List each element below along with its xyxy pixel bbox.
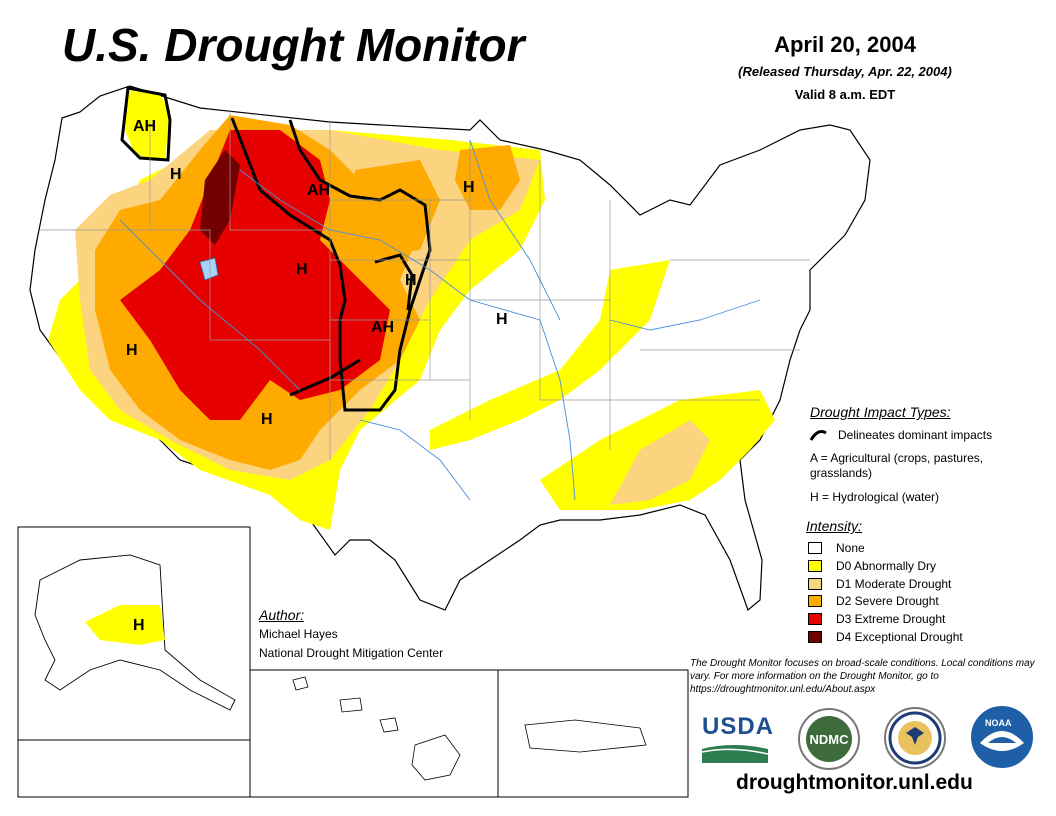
disclaimer-text: The Drought Monitor focuses on broad-sca… (690, 658, 1035, 695)
label-h-ia: H (496, 311, 508, 328)
usda-logo[interactable]: USDA (701, 713, 775, 763)
commerce-seal-logo[interactable] (884, 707, 946, 769)
map-date: April 20, 2004 (774, 32, 916, 57)
intensity-label: D3 Extreme Drought (836, 612, 946, 626)
swatch-d3 (808, 613, 822, 625)
label-h-ak: H (133, 617, 145, 634)
intensity-row-d1: D1 Moderate Drought (808, 576, 951, 592)
d3-core (120, 130, 390, 420)
label-h-az: H (261, 411, 273, 428)
label-h-nv: H (126, 342, 138, 359)
d2-north (350, 160, 440, 255)
noaa-logo[interactable]: NOAA (971, 706, 1033, 768)
intensity-row-d0: D0 Abnormally Dry (808, 558, 936, 574)
author-name: Michael Hayes (259, 627, 338, 641)
usda-text: USDA (702, 713, 775, 740)
map-title: U.S. Drought Monitor (62, 19, 525, 71)
label-h-idaho: H (170, 166, 182, 183)
intensity-header: Intensity: (806, 518, 863, 534)
intensity-row-d3: D3 Extreme Drought (808, 611, 945, 627)
label-h-wy: H (296, 261, 308, 278)
impact-line-label: Delineates dominant impacts (838, 428, 993, 442)
valid-time: Valid 8 a.m. EDT (794, 87, 896, 102)
label-h-ne: H (405, 272, 417, 289)
swatch-none (808, 542, 822, 554)
label-ah-ks: AH (371, 319, 394, 336)
hawaii-inset (249, 669, 499, 798)
noaa-bird-icon (976, 711, 1028, 763)
ndmc-logo[interactable]: NDMC (798, 708, 860, 770)
swatch-d4 (808, 631, 822, 643)
d0-northwest (125, 90, 170, 160)
rivers (119, 139, 761, 501)
d2-mn (455, 145, 520, 210)
impact-hydrological-label: H = Hydrological (water) (810, 490, 940, 504)
impact-types-header: Drought Impact Types: (810, 404, 951, 420)
impact-line-montana (230, 117, 432, 412)
ndmc-text: NDMC (806, 716, 852, 762)
swatch-d1 (808, 578, 822, 590)
intensity-label: D2 Severe Drought (836, 594, 939, 608)
impact-line-sample (809, 430, 827, 441)
footer-url-link[interactable]: droughtmonitor.unl.edu (736, 771, 973, 794)
author-header: Author: (259, 607, 305, 623)
label-ah-mt: AH (307, 182, 330, 199)
intensity-label: None (836, 541, 865, 555)
intensity-label: D0 Abnormally Dry (836, 559, 937, 573)
label-ah-wa: AH (133, 118, 156, 135)
intensity-row-d4: D4 Exceptional Drought (808, 629, 963, 645)
eagle-seal-icon (888, 711, 942, 765)
intensity-row-none: None (808, 540, 865, 556)
impact-line-nw (120, 86, 172, 162)
noaa-text: NOAA (985, 718, 1012, 728)
label-h-mn: H (463, 179, 475, 196)
intensity-row-d2: D2 Severe Drought (808, 593, 939, 609)
swatch-d0 (808, 560, 822, 572)
impact-line-co (374, 253, 414, 311)
impact-agricultural-label: A = Agricultural (crops, pastures, grass… (810, 451, 984, 480)
swatch-d2 (808, 595, 822, 607)
author-org: National Drought Mitigation Center (259, 646, 444, 660)
intensity-label: D4 Exceptional Drought (836, 630, 963, 644)
alaska-d0 (85, 605, 165, 645)
d1-southeast (610, 420, 710, 505)
intensity-label: D1 Moderate Drought (836, 577, 952, 591)
release-note: (Released Thursday, Apr. 22, 2004) (738, 64, 952, 79)
usda-swoosh-icon (701, 745, 769, 763)
state-boundaries (40, 110, 810, 460)
